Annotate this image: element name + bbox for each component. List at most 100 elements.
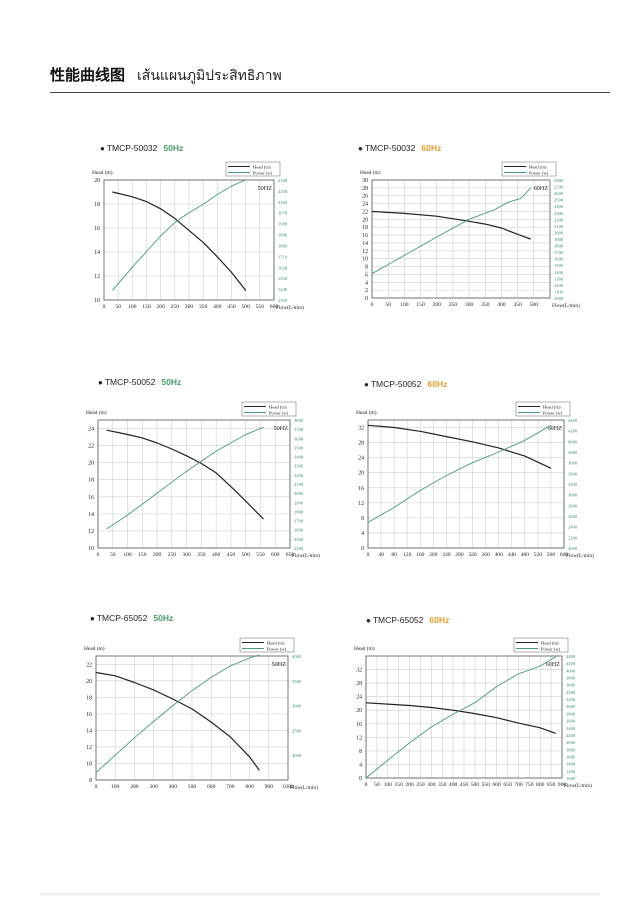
power-curve-point [245,179,247,181]
x-tick-label: 600 [207,784,216,790]
head-curve-point [371,211,373,212]
power-curve [112,179,246,291]
power-curve-point [201,460,202,462]
performance-chart-1: 0 50 100 150 200 250 300 350 400 450 500 550 600 10 12… [92,161,304,311]
x-tick-label: 50 [374,782,380,788]
y-tick-label: 12 [362,249,368,255]
power-curve [365,656,556,779]
y-tick-label: 30 [362,178,368,184]
y-tick-label: 14 [86,728,92,734]
y-tick-label: 16 [86,712,92,718]
head-curve-point [387,703,389,705]
y-tick-label: 16 [362,233,368,239]
y2-tick-label: 2500 [292,728,302,733]
y2-tick-label: 2300 [554,211,564,216]
y-tick-label: 14 [362,241,368,247]
power-curve-point [387,759,389,761]
y-tick-label: 8 [89,778,92,784]
y-tick-label: 16 [356,722,362,728]
y2-tick-label: 3600 [566,683,576,688]
x-tick-label: 150 [416,302,425,308]
y2-tick-label: 2000 [568,546,578,551]
power-curve-point [202,203,204,205]
x-tick-label: 100 [128,304,137,310]
y-tick-label: 24 [362,202,368,208]
power-curve-point [156,492,158,494]
x-axis-label: Flow(L/min) [290,784,318,791]
power-curve-point [230,665,231,667]
x-tick-label: 700 [514,782,523,788]
chart-model: TMCP-50032 [106,143,158,153]
x-tick-label: 350 [197,552,206,558]
y2-tick-label: 2400 [554,204,564,209]
y-tick-label: 20 [358,471,364,477]
frequency-label: 60HZ [548,425,563,432]
performance-chart-5: 0 100 200 300 400 500 600 700 800 900 1000 8 10 12 14 1… [84,637,318,791]
power-curve-point [263,426,264,428]
head-curve-point [141,437,143,439]
plot-frame [103,179,275,301]
head-curve-point [409,705,410,706]
power-curve-point [174,222,176,223]
y2-tick-label: 2500 [554,198,564,203]
legend-label: Power (w) [541,646,561,651]
legend-label: Head (m) [543,404,561,409]
head-curve-point [263,518,264,520]
power-curve-point [172,705,174,706]
x-tick-label: 0 [95,784,98,790]
y2-tick-label: 2800 [294,509,304,514]
power-curve-point [524,439,526,441]
y2-tick-label: 4000 [568,439,578,444]
power-curve-point [550,424,552,426]
head-curve-point [517,233,518,235]
power-curve-point [141,503,143,505]
y2-tick-label: 2800 [566,711,576,716]
chart-model: TMCP-50052 [104,377,156,387]
power-curve-point [160,235,162,237]
x-tick-label: 280 [455,552,464,558]
y2-tick-label: 1000 [566,776,576,781]
x-tick-label: 100 [400,302,409,308]
chart-hz: 60Hz [421,143,442,153]
y-tick-label: 4 [359,762,362,768]
y2-tick-label: 4400 [568,418,578,423]
y-tick-label: 18 [362,225,368,231]
power-curve-point [507,201,509,203]
x-tick-label: 200 [433,302,442,308]
y2-tick-label: 1400 [554,270,564,275]
power-curve-point [474,702,476,703]
y2-tick-label: 4000 [566,668,576,673]
head-curve [95,671,260,771]
y2-tick-label: 2200 [568,535,578,540]
x-tick-label: 650 [503,782,512,788]
performance-chart-4: 0 40 80 120 160 200 240 280 320 360 400 440 480 520 56… [356,401,594,559]
power-curve-point [106,528,108,530]
y2-tick-label: 2600 [554,191,564,196]
y-axis-label: Head (m) [354,645,375,652]
power-curve-point [95,772,97,773]
performance-chart-2: 0 50 100 150 200 250 300 350 400 450 5000246810121… [360,161,580,309]
y2-tick-label: 4000 [292,654,302,659]
power-curve-point [452,713,454,715]
y-tick-label: 32 [358,426,364,432]
head-curve-point [446,436,447,437]
x-tick-label: 450 [460,782,469,788]
head-curve-point [127,434,128,435]
power-curve-point [146,251,147,252]
y2-tick-label: 1700 [554,250,564,255]
y-tick-label: 22 [88,444,94,450]
legend-label: Head (m) [541,640,559,645]
x-axis-label: Flow(L/min) [276,304,304,311]
y2-tick-label: 1350 [278,298,288,303]
frequency-label: 60HZ [546,661,561,668]
page-footer-bar [40,893,600,896]
y2-tick-label: 2000 [292,753,302,758]
y-tick-label: 4 [365,280,368,286]
power-curve-point [537,432,539,434]
head-curve-point [550,467,552,469]
power-curve-point [498,451,500,453]
y-tick-label: 28 [358,441,364,447]
y2-tick-label: 3500 [292,679,302,684]
page-header: 性能曲线图 เส้นแผนภูมิประสิทธิภาพ [50,64,282,90]
y-tick-label: 16 [88,495,94,501]
